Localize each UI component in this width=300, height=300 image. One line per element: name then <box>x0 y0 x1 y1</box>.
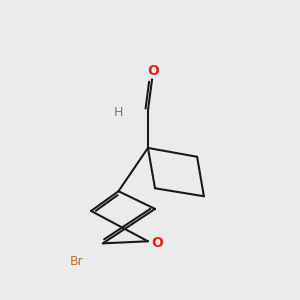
Text: Br: Br <box>70 254 83 268</box>
Text: H: H <box>114 106 123 119</box>
Text: O: O <box>147 64 159 78</box>
Text: O: O <box>152 236 163 250</box>
